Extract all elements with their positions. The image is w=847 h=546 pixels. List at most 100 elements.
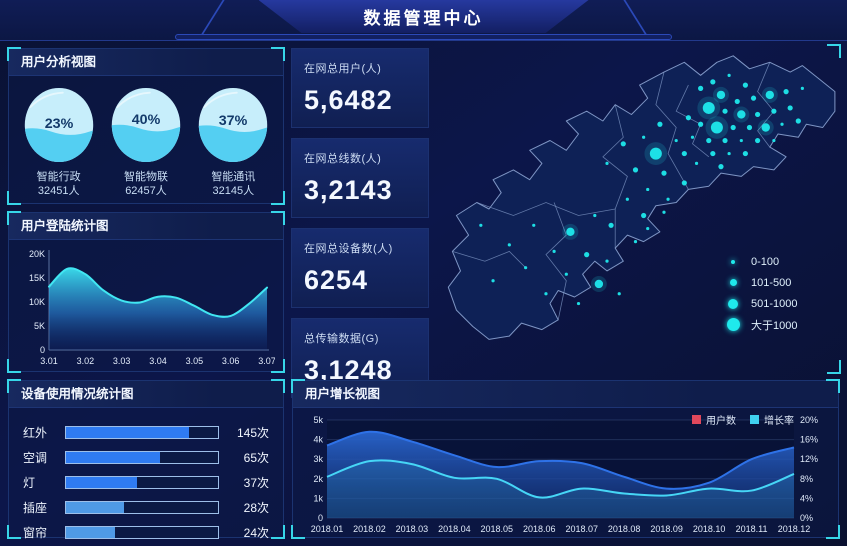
- gauge-label: 智能物联 62457人: [124, 170, 168, 198]
- svg-text:16%: 16%: [800, 435, 818, 445]
- map-legend-dot-holder: [725, 298, 741, 309]
- svg-text:2018.05: 2018.05: [481, 524, 514, 534]
- map-legend-dot: [728, 298, 739, 309]
- map-legend-dot: [729, 279, 737, 287]
- header-title-plate: 数据管理中心: [258, 0, 589, 33]
- device-bar-fill: [66, 527, 115, 538]
- device-bar-chart: 红外 145次空调 65次灯 37次插座 28次窗帘 24次: [9, 408, 283, 543]
- device-bar-track: [65, 526, 219, 539]
- svg-text:4%: 4%: [800, 493, 813, 503]
- panel-login-stats-title: 用户登陆统计图: [9, 213, 283, 240]
- device-bar-track: [65, 501, 219, 514]
- svg-text:20K: 20K: [29, 249, 45, 259]
- gauge-label: 智能通讯 32145人: [211, 170, 255, 198]
- panel-login-stats: 用户登陆统计图 0 5K 10K 15K 20K 3.01 3.02 3.03 3.04 3.05…: [7, 211, 285, 375]
- svg-text:0%: 0%: [800, 513, 813, 523]
- legend-item-增长率[interactable]: 增长率: [750, 412, 794, 427]
- gauge-count: 32145人: [212, 185, 255, 197]
- map-legend: 0-100 101-500 501-1000 大于1000: [725, 251, 798, 335]
- device-row-1: 红外 145次: [23, 422, 269, 443]
- device-row-3: 灯 37次: [23, 472, 269, 493]
- map-legend-item: 大于1000: [725, 314, 798, 335]
- device-label: 窗帘: [23, 526, 48, 540]
- device-value: 24次: [243, 526, 269, 540]
- stat-label: 在网总线数(人): [304, 153, 382, 165]
- panel-user-growth: 用户增长视图 用户数 增长率 0 0% 1k 4% 2k 8% 3k 12% 4k 16% 5k 20%…: [291, 379, 840, 541]
- gauge-1: 23% 智能行政 32451人: [16, 84, 102, 198]
- device-value: 37次: [243, 476, 269, 490]
- device-bar-fill: [66, 452, 161, 463]
- device-row-2: 空调 65次: [23, 447, 269, 468]
- svg-text:2018.11: 2018.11: [736, 524, 768, 534]
- svg-text:3.01: 3.01: [40, 356, 58, 366]
- growth-area-chart: 0 0% 1k 4% 2k 8% 3k 12% 4k 16% 5k 20% 2018.01 2018.02…: [293, 408, 838, 541]
- svg-text:3.03: 3.03: [113, 356, 131, 366]
- stat-card-1: 在网总用户(人) 5,6482: [291, 48, 429, 128]
- map-legend-label: 大于1000: [751, 319, 798, 332]
- svg-text:23%: 23%: [44, 116, 73, 132]
- map-legend-label: 501-1000: [751, 297, 798, 310]
- stat-card-3: 在网总设备数(人) 6254: [291, 228, 429, 308]
- svg-text:1k: 1k: [313, 493, 323, 503]
- svg-text:2018.10: 2018.10: [693, 524, 726, 534]
- svg-text:37%: 37%: [219, 113, 248, 129]
- svg-text:0: 0: [40, 345, 45, 355]
- gauge-count: 32451人: [37, 185, 80, 197]
- device-label: 红外: [23, 426, 48, 440]
- header-decor-line: [200, 0, 225, 34]
- stat-label: 在网总用户(人): [304, 63, 382, 75]
- header-beam: [175, 34, 672, 40]
- panel-device-usage-title: 设备使用情况统计图: [9, 381, 283, 408]
- svg-text:2k: 2k: [313, 474, 323, 484]
- page-title: 数据管理中心: [363, 9, 484, 28]
- legend-label: 增长率: [764, 416, 794, 427]
- stat-value: 3,2143: [304, 175, 393, 205]
- growth-chart-legend: 用户数 增长率: [692, 412, 794, 427]
- gauge-2: 40% 智能物联 62457人: [103, 84, 189, 198]
- svg-text:3.02: 3.02: [77, 356, 95, 366]
- map-legend-item: 101-500: [725, 272, 798, 293]
- map-legend-label: 101-500: [751, 276, 792, 289]
- map-panel: 0-100 101-500 501-1000 大于1000: [432, 44, 841, 374]
- device-bar-track: [65, 476, 219, 489]
- device-value: 145次: [236, 426, 269, 440]
- svg-text:2018.08: 2018.08: [608, 524, 641, 534]
- device-row-5: 窗帘 24次: [23, 522, 269, 543]
- device-bar-track: [65, 426, 219, 439]
- svg-text:40%: 40%: [132, 112, 161, 128]
- svg-text:2018.03: 2018.03: [396, 524, 429, 534]
- legend-swatch: [692, 415, 701, 424]
- map-legend-dot-holder: [725, 318, 741, 332]
- svg-text:2018.06: 2018.06: [523, 524, 556, 534]
- gauge-name: 智能行政: [36, 171, 81, 183]
- svg-text:5K: 5K: [34, 321, 45, 331]
- gauge-name: 智能通讯: [211, 171, 256, 183]
- device-row-4: 插座 28次: [23, 497, 269, 518]
- device-bar-fill: [66, 502, 124, 513]
- stat-label: 在网总设备数(人): [304, 243, 393, 255]
- map-legend-label: 0-100: [751, 255, 780, 268]
- panel-user-analysis: 用户分析视图 23% 智能行政 32451人 40% 智能物联 62457人 37% 智能通讯…: [7, 47, 285, 205]
- svg-text:20%: 20%: [800, 415, 818, 425]
- svg-text:3k: 3k: [313, 454, 323, 464]
- stat-card-2: 在网总线数(人) 3,2143: [291, 138, 429, 218]
- device-label: 空调: [23, 451, 48, 465]
- svg-text:0: 0: [318, 513, 323, 523]
- svg-text:3.06: 3.06: [222, 356, 240, 366]
- svg-text:2018.01: 2018.01: [311, 524, 344, 534]
- svg-text:4k: 4k: [313, 435, 323, 445]
- svg-text:2018.09: 2018.09: [650, 524, 683, 534]
- header-bar: 数据管理中心: [0, 0, 847, 41]
- svg-text:15K: 15K: [29, 273, 45, 283]
- device-bar-fill: [66, 427, 190, 438]
- gauge-3: 37% 智能通讯 32145人: [190, 84, 276, 198]
- svg-text:12%: 12%: [800, 454, 818, 464]
- svg-text:3.04: 3.04: [149, 356, 167, 366]
- stat-value: 6254: [304, 265, 369, 295]
- stat-value: 5,6482: [304, 85, 393, 115]
- login-area-chart: 0 5K 10K 15K 20K 3.01 3.02 3.03 3.04 3.05 3.06 3.07: [9, 240, 283, 375]
- svg-text:2018.04: 2018.04: [438, 524, 471, 534]
- legend-item-用户数[interactable]: 用户数: [692, 412, 736, 427]
- svg-text:2018.02: 2018.02: [353, 524, 386, 534]
